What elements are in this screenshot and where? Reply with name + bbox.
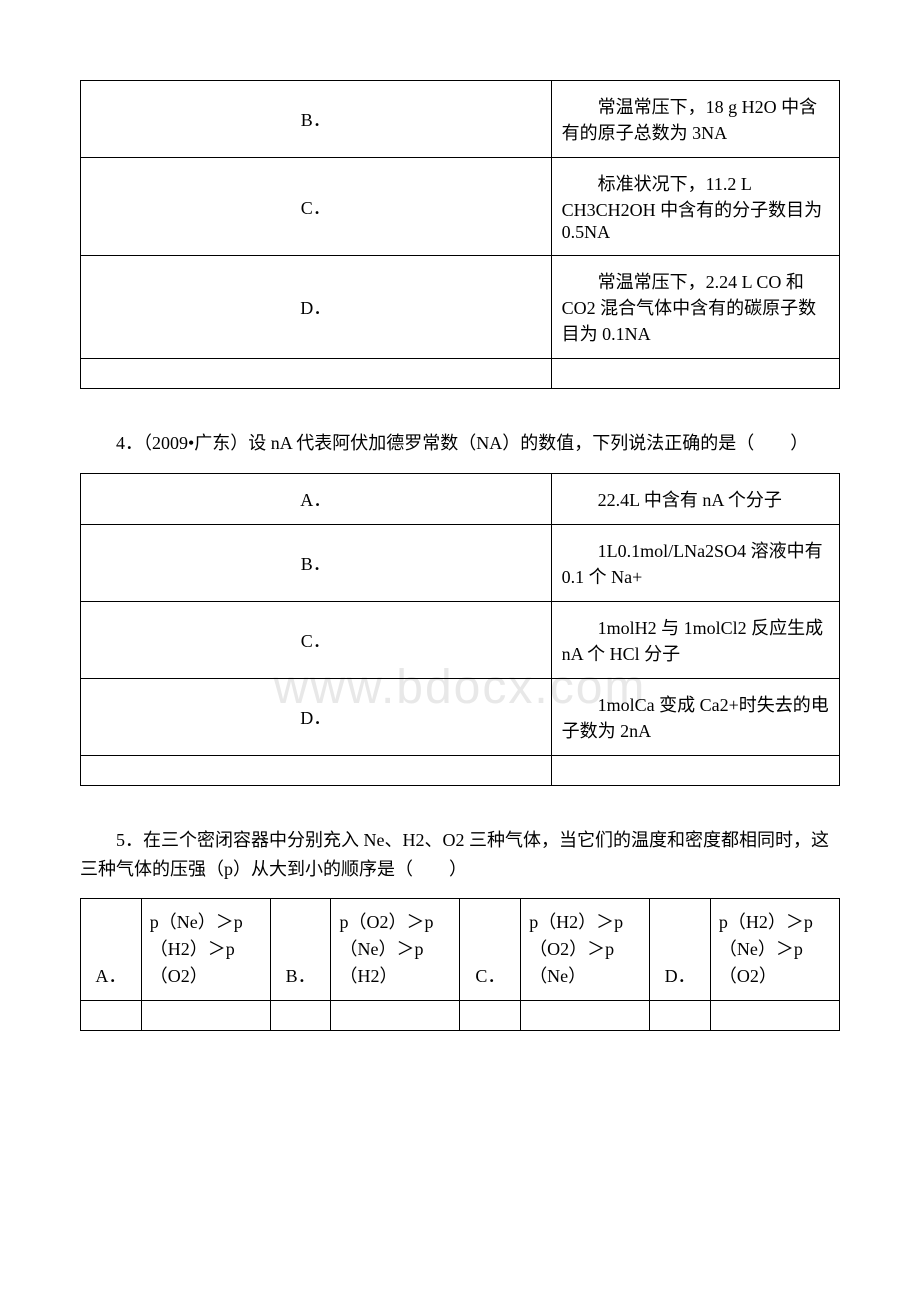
option-text: 1molCa 变成 Ca2+时失去的电子数为 2nA (551, 678, 839, 755)
empty-cell (81, 755, 552, 785)
empty-cell (710, 1001, 839, 1031)
option-label: D． (81, 256, 552, 359)
table-row: A． 22.4L 中含有 nA 个分子 (81, 473, 840, 524)
empty-cell (460, 1001, 521, 1031)
option-label: D． (81, 678, 552, 755)
option-text: p（O2）＞p（Ne）＞p（H2） (331, 899, 460, 1001)
option-text: p（Ne）＞p（H2）＞p（O2） (141, 899, 270, 1001)
option-text: 22.4L 中含有 nA 个分子 (551, 473, 839, 524)
table-row-empty (81, 1001, 840, 1031)
option-label: C． (81, 601, 552, 678)
empty-cell (81, 359, 552, 389)
table-row: D． 1molCa 变成 Ca2+时失去的电子数为 2nA (81, 678, 840, 755)
empty-cell (81, 1001, 142, 1031)
table-row-empty (81, 755, 840, 785)
empty-cell (331, 1001, 460, 1031)
empty-cell (650, 1001, 711, 1031)
option-text: 1molH2 与 1molCl2 反应生成 nA 个 HCl 分子 (551, 601, 839, 678)
table-row: D． 常温常压下，2.24 L CO 和 CO2 混合气体中含有的碳原子数目为 … (81, 256, 840, 359)
empty-cell (521, 1001, 650, 1031)
table-row: A． p（Ne）＞p（H2）＞p（O2） B． p（O2）＞p（Ne）＞p（H2… (81, 899, 840, 1001)
empty-cell (551, 359, 839, 389)
option-label: A． (81, 899, 142, 1001)
table-row-empty (81, 359, 840, 389)
question3-options-table: B． 常温常压下，18 g H2O 中含有的原子总数为 3NA C． 标准状况下… (80, 80, 840, 389)
option-text: 1L0.1mol/LNa2SO4 溶液中有 0.1 个 Na+ (551, 524, 839, 601)
option-text: 标准状况下，11.2 L CH3CH2OH 中含有的分子数目为 0.5NA (551, 158, 839, 256)
option-label: C． (460, 899, 521, 1001)
table-row: B． 1L0.1mol/LNa2SO4 溶液中有 0.1 个 Na+ (81, 524, 840, 601)
option-text: p（H2）＞p（O2）＞p（Ne） (521, 899, 650, 1001)
option-text: 常温常压下，2.24 L CO 和 CO2 混合气体中含有的碳原子数目为 0.1… (551, 256, 839, 359)
option-label: A． (81, 473, 552, 524)
option-text: p（H2）＞p（Ne）＞p（O2） (710, 899, 839, 1001)
option-text: 常温常压下，18 g H2O 中含有的原子总数为 3NA (551, 81, 839, 158)
question4-text: 4．（2009•广东）设 nA 代表阿伏加德罗常数（NA）的数值，下列说法正确的… (80, 429, 840, 458)
table-row: C． 标准状况下，11.2 L CH3CH2OH 中含有的分子数目为 0.5NA (81, 158, 840, 256)
table-row: B． 常温常压下，18 g H2O 中含有的原子总数为 3NA (81, 81, 840, 158)
option-label: B． (81, 81, 552, 158)
option-label: B． (81, 524, 552, 601)
option-label: C． (81, 158, 552, 256)
question5-text: 5．在三个密闭容器中分别充入 Ne、H2、O2 三种气体，当它们的温度和密度都相… (80, 826, 840, 884)
option-label: B． (270, 899, 331, 1001)
question5-options-table: A． p（Ne）＞p（H2）＞p（O2） B． p（O2）＞p（Ne）＞p（H2… (80, 898, 840, 1031)
empty-cell (551, 755, 839, 785)
empty-cell (141, 1001, 270, 1031)
table-row: C． 1molH2 与 1molCl2 反应生成 nA 个 HCl 分子 (81, 601, 840, 678)
question4-options-table: A． 22.4L 中含有 nA 个分子 B． 1L0.1mol/LNa2SO4 … (80, 473, 840, 786)
empty-cell (270, 1001, 331, 1031)
option-label: D． (650, 899, 711, 1001)
